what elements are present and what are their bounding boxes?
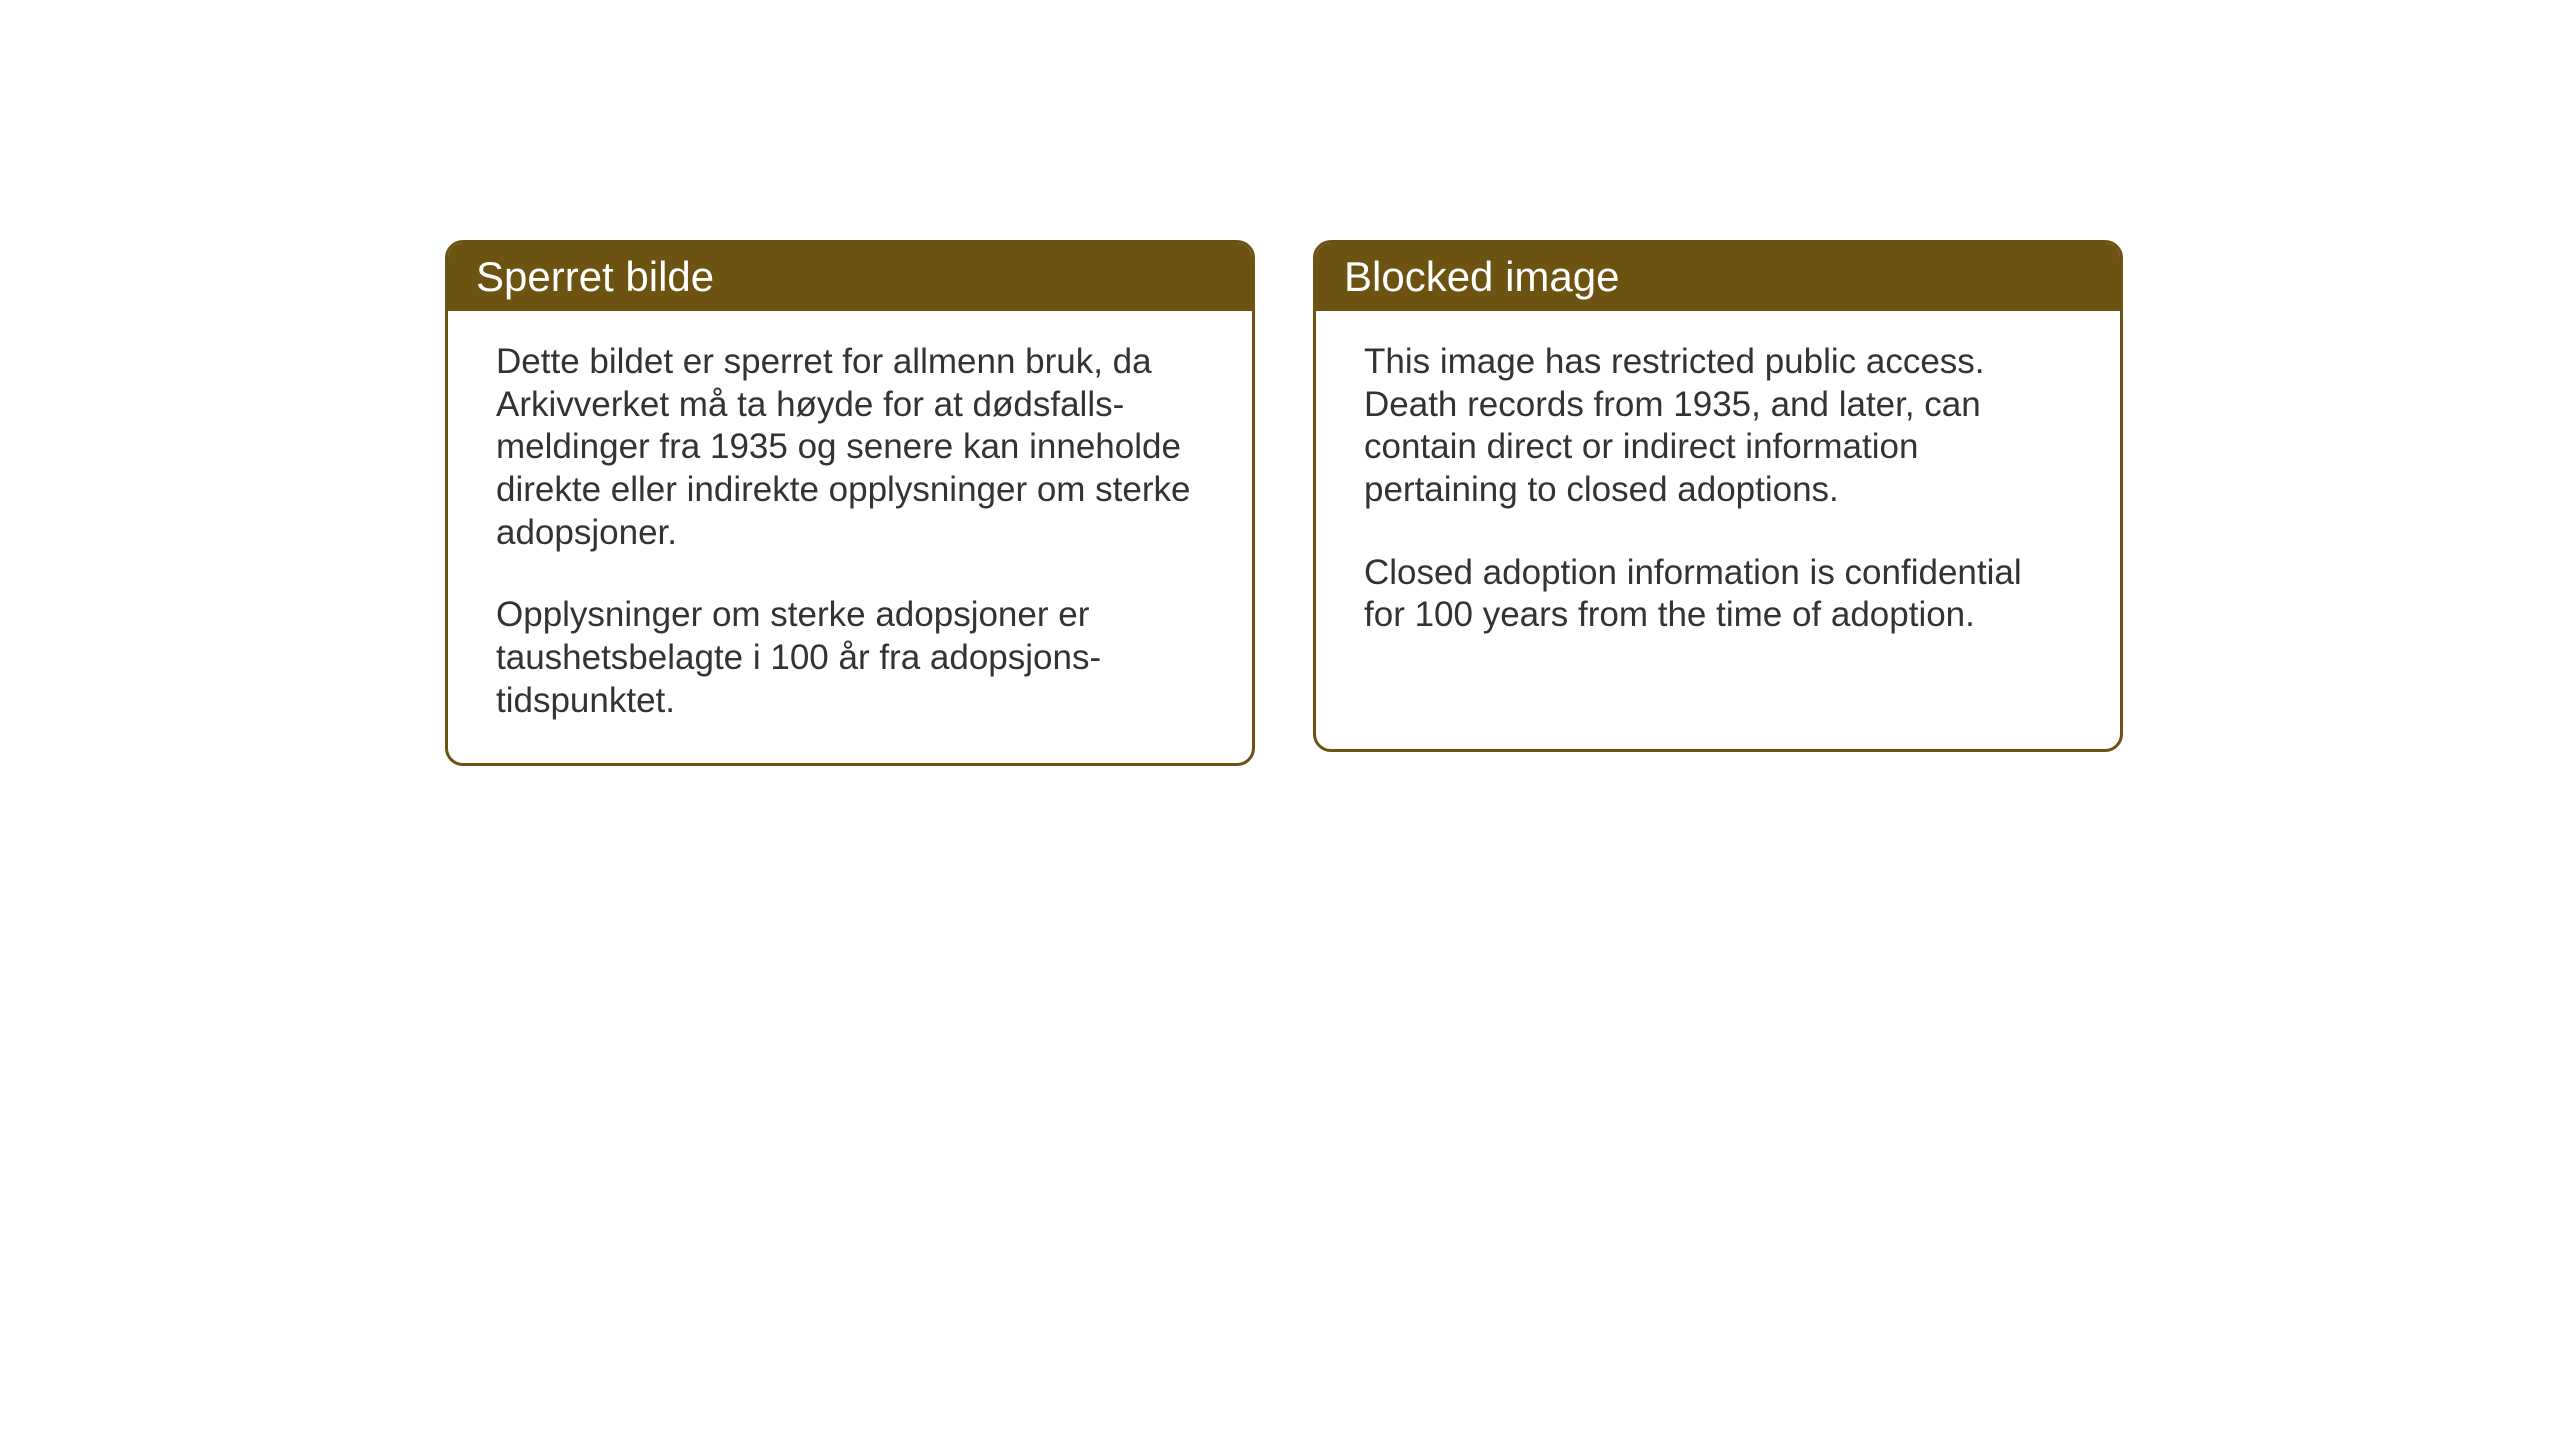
notice-container: Sperret bilde Dette bildet er sperret fo… — [445, 240, 2123, 766]
card-title-english: Blocked image — [1344, 253, 1619, 300]
card-header-norwegian: Sperret bilde — [448, 243, 1252, 311]
card-header-english: Blocked image — [1316, 243, 2120, 311]
notice-card-norwegian: Sperret bilde Dette bildet er sperret fo… — [445, 240, 1255, 766]
card-paragraph-english-2: Closed adoption information is confident… — [1364, 552, 2072, 637]
card-paragraph-norwegian-2: Opplysninger om sterke adopsjoner er tau… — [496, 594, 1204, 722]
card-title-norwegian: Sperret bilde — [476, 253, 714, 300]
notice-card-english: Blocked image This image has restricted … — [1313, 240, 2123, 752]
card-paragraph-norwegian-1: Dette bildet er sperret for allmenn bruk… — [496, 341, 1204, 554]
card-body-english: This image has restricted public access.… — [1316, 311, 2120, 677]
card-body-norwegian: Dette bildet er sperret for allmenn bruk… — [448, 311, 1252, 763]
card-paragraph-english-1: This image has restricted public access.… — [1364, 341, 2072, 512]
